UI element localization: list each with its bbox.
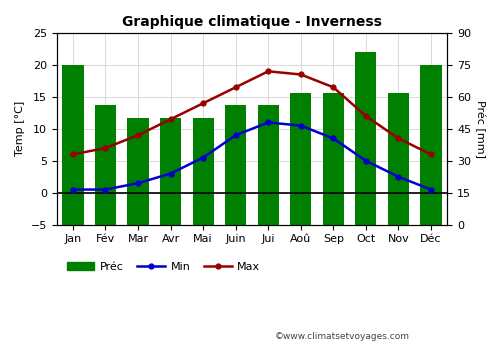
Bar <box>160 118 181 225</box>
Bar <box>323 93 344 225</box>
Bar <box>388 93 409 225</box>
Text: ©www.climatsetvoyages.com: ©www.climatsetvoyages.com <box>275 332 410 341</box>
Bar <box>62 65 84 225</box>
Y-axis label: Préc [mm]: Préc [mm] <box>474 100 485 158</box>
Y-axis label: Temp [°C]: Temp [°C] <box>15 101 25 156</box>
Bar <box>225 105 246 225</box>
Title: Graphique climatique - Inverness: Graphique climatique - Inverness <box>122 15 382 29</box>
Bar <box>95 105 116 225</box>
Bar <box>356 52 376 225</box>
Bar <box>192 118 214 225</box>
Bar <box>290 93 312 225</box>
Legend: Préc, Min, Max: Préc, Min, Max <box>62 258 264 277</box>
Bar <box>258 105 279 225</box>
Bar <box>420 65 442 225</box>
Bar <box>128 118 148 225</box>
